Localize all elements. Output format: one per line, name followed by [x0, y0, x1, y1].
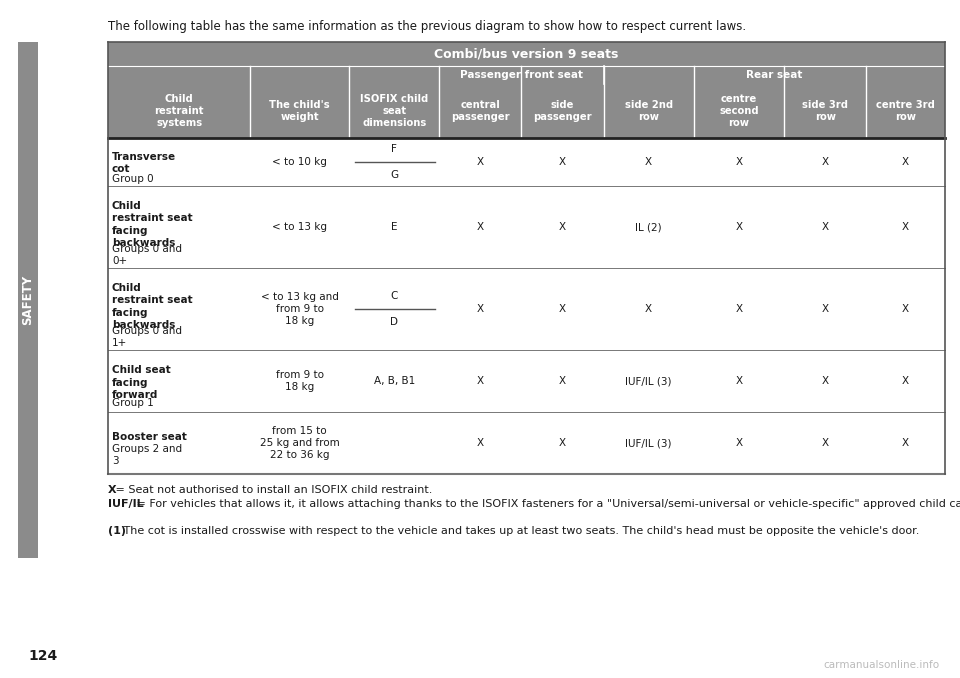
Text: The child's
weight: The child's weight: [270, 100, 330, 122]
Text: = For vehicles that allows it, it allows attaching thanks to the ISOFIX fastener: = For vehicles that allows it, it allows…: [132, 499, 960, 509]
Text: X: X: [735, 438, 743, 448]
Text: The following table has the same information as the previous diagram to show how: The following table has the same informa…: [108, 20, 746, 33]
Text: central
passenger: central passenger: [451, 100, 510, 122]
Text: side 2nd
row: side 2nd row: [625, 100, 673, 122]
Text: < to 13 kg and
from 9 to
18 kg: < to 13 kg and from 9 to 18 kg: [261, 292, 339, 326]
Bar: [604, 84, 694, 138]
Text: Groups 0 and
1+: Groups 0 and 1+: [112, 325, 182, 348]
Text: (1): (1): [108, 526, 126, 536]
Bar: [349, 84, 440, 138]
Text: Groups 2 and
3: Groups 2 and 3: [112, 444, 182, 466]
Text: X: X: [735, 376, 743, 386]
Text: X: X: [822, 438, 828, 448]
Text: X: X: [477, 304, 484, 314]
Text: X: X: [559, 438, 566, 448]
Text: X: X: [822, 222, 828, 232]
Text: X: X: [822, 157, 828, 167]
Text: X: X: [735, 222, 743, 232]
Text: SAFETY: SAFETY: [21, 275, 35, 325]
Text: G: G: [390, 170, 398, 180]
Text: 124: 124: [28, 649, 58, 663]
Text: E: E: [391, 222, 397, 232]
Text: IUF/IL (3): IUF/IL (3): [626, 376, 672, 386]
Text: X: X: [735, 157, 743, 167]
Text: < to 10 kg: < to 10 kg: [273, 157, 327, 167]
Text: A, B, B1: A, B, B1: [373, 376, 415, 386]
Text: = Seat not authorised to install an ISOFIX child restraint.: = Seat not authorised to install an ISOF…: [112, 485, 433, 495]
Text: Transverse
cot: Transverse cot: [112, 151, 176, 174]
Bar: [866, 84, 945, 138]
Text: X: X: [902, 304, 909, 314]
Text: X: X: [902, 157, 909, 167]
Text: X: X: [477, 376, 484, 386]
Text: X: X: [108, 485, 116, 495]
Text: < to 13 kg: < to 13 kg: [273, 222, 327, 232]
Text: side 3rd
row: side 3rd row: [803, 100, 849, 122]
Text: X: X: [645, 304, 652, 314]
Text: Rear seat: Rear seat: [746, 70, 803, 80]
Text: X: X: [559, 222, 566, 232]
Text: centre
second
row: centre second row: [719, 94, 759, 128]
Text: X: X: [902, 438, 909, 448]
Text: X: X: [822, 376, 828, 386]
Text: X: X: [559, 157, 566, 167]
Text: X: X: [559, 376, 566, 386]
Text: Groups 0 and
0+: Groups 0 and 0+: [112, 244, 182, 266]
Text: D: D: [391, 317, 398, 327]
Bar: [108, 84, 251, 138]
Bar: [251, 84, 349, 138]
Text: Passenger front seat: Passenger front seat: [460, 70, 583, 80]
Text: X: X: [645, 157, 652, 167]
Bar: [694, 84, 784, 138]
Text: X: X: [902, 376, 909, 386]
Text: X: X: [822, 304, 828, 314]
Text: centre 3rd
row: centre 3rd row: [876, 100, 935, 122]
Text: IL (2): IL (2): [636, 222, 662, 232]
Text: Child seat
facing
forward: Child seat facing forward: [112, 365, 171, 400]
Text: from 9 to
18 kg: from 9 to 18 kg: [276, 370, 324, 392]
Text: IUF/IL (3): IUF/IL (3): [626, 438, 672, 448]
Text: carmanualsonline.info: carmanualsonline.info: [824, 660, 940, 670]
Text: F: F: [392, 144, 397, 154]
Text: X: X: [477, 222, 484, 232]
Bar: [440, 84, 521, 138]
Text: Booster seat: Booster seat: [112, 433, 187, 443]
Bar: [521, 84, 604, 138]
Text: IUF/IL: IUF/IL: [108, 499, 144, 509]
Text: Child
restraint seat
facing
backwards: Child restraint seat facing backwards: [112, 201, 193, 248]
Text: side
passenger: side passenger: [533, 100, 591, 122]
Bar: [18, 42, 38, 558]
Text: X: X: [477, 438, 484, 448]
Text: Group 1: Group 1: [112, 398, 154, 407]
Text: ISOFIX child
seat
dimensions: ISOFIX child seat dimensions: [360, 94, 428, 128]
Text: The cot is installed crosswise with respect to the vehicle and takes up at least: The cot is installed crosswise with resp…: [121, 526, 920, 536]
Text: X: X: [559, 304, 566, 314]
Text: Group 0: Group 0: [112, 174, 154, 184]
Bar: [784, 84, 866, 138]
Text: Child
restraint seat
facing
backwards: Child restraint seat facing backwards: [112, 283, 193, 330]
Bar: [108, 66, 945, 84]
Text: X: X: [477, 157, 484, 167]
Text: C: C: [391, 291, 398, 301]
Text: Combi/bus version 9 seats: Combi/bus version 9 seats: [434, 47, 618, 60]
Text: X: X: [735, 304, 743, 314]
Bar: [108, 42, 945, 66]
Text: X: X: [902, 222, 909, 232]
Text: from 15 to
25 kg and from
22 to 36 kg: from 15 to 25 kg and from 22 to 36 kg: [260, 426, 340, 460]
Text: Child
restraint
systems: Child restraint systems: [155, 94, 204, 128]
